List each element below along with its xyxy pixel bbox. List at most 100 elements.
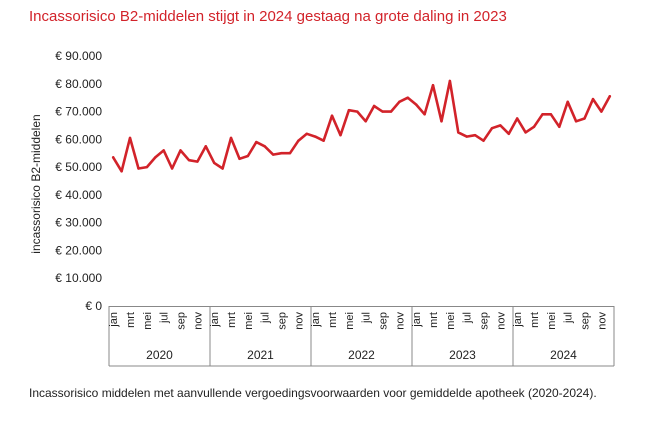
year-label: 2021 — [247, 348, 274, 362]
data-point — [389, 110, 393, 113]
data-point — [574, 120, 578, 123]
data-point — [558, 125, 561, 129]
data-point — [322, 139, 325, 142]
data-point — [440, 120, 443, 123]
data-point — [398, 100, 401, 104]
month-label: sep — [479, 312, 491, 330]
data-point — [246, 154, 250, 158]
chart-caption: Incassorisico middelen met aanvullende v… — [29, 386, 597, 400]
month-label: jul — [563, 312, 575, 324]
month-label: jul — [260, 312, 272, 324]
month-label: nov — [192, 312, 204, 330]
data-point — [516, 117, 519, 120]
y-tick-label: € 90.000 — [55, 49, 102, 63]
month-label: mei — [344, 312, 356, 330]
month-label: mrt — [327, 312, 339, 328]
data-point — [204, 145, 207, 148]
data-point — [170, 167, 174, 170]
month-label: mrt — [529, 312, 541, 328]
data-point — [137, 167, 140, 170]
month-label: jul — [361, 312, 373, 324]
month-label: nov — [495, 312, 507, 330]
month-label: jul — [159, 312, 171, 324]
data-point — [415, 103, 418, 106]
month-label: sep — [580, 312, 592, 330]
data-point — [263, 145, 266, 148]
data-point — [591, 97, 595, 101]
y-tick-label: € 80.000 — [55, 77, 102, 91]
month-label: nov — [293, 312, 305, 330]
data-point — [465, 135, 468, 138]
data-point — [297, 139, 300, 142]
month-label: mei — [243, 312, 255, 330]
data-point — [457, 131, 460, 134]
data-point — [482, 139, 485, 142]
data-point — [406, 96, 409, 99]
plot-area — [111, 79, 612, 173]
data-point — [187, 158, 191, 162]
data-point — [255, 140, 258, 144]
data-point — [448, 79, 452, 83]
y-tick-label: € 0 — [85, 299, 102, 313]
month-label: mei — [142, 312, 154, 330]
year-label: 2023 — [449, 348, 476, 362]
y-tick-label: € 60.000 — [55, 132, 102, 146]
data-point — [145, 165, 149, 169]
data-point — [541, 113, 544, 116]
month-label: mrt — [226, 312, 238, 328]
y-tick-label: € 10.000 — [55, 271, 102, 285]
data-point — [305, 132, 308, 135]
y-tick-label: € 30.000 — [55, 216, 102, 230]
data-point — [120, 170, 123, 173]
chart-title: Incassorisico B2-middelen stijgt in 2024… — [29, 8, 507, 25]
data-point — [112, 156, 115, 159]
data-point — [280, 152, 283, 155]
month-label: sep — [176, 312, 188, 330]
y-axis: € 0 € 10.000 € 20.000 € 30.000 € 40.000 € 50.… — [55, 49, 102, 313]
data-point — [473, 133, 477, 137]
data-point — [532, 125, 536, 129]
data-point — [229, 136, 233, 140]
month-label: mrt — [428, 312, 440, 328]
month-label: mei — [445, 312, 457, 330]
month-label: jan — [209, 312, 221, 328]
data-point — [499, 124, 502, 127]
data-point — [179, 149, 182, 152]
data-point — [566, 100, 569, 104]
data-point — [288, 152, 292, 155]
data-point — [330, 114, 334, 117]
series-line — [111, 79, 612, 173]
month-label: nov — [596, 312, 608, 330]
month-label: jan — [411, 312, 423, 328]
y-tick-label: € 40.000 — [55, 188, 102, 202]
data-point — [507, 132, 510, 135]
year-label: 2024 — [550, 348, 577, 362]
month-label: sep — [277, 312, 289, 330]
y-axis-label: incassorisico B2-middelen — [29, 114, 43, 253]
data-point — [423, 113, 426, 116]
month-label: jul — [462, 312, 474, 324]
month-label: sep — [378, 312, 390, 330]
month-label: nov — [394, 312, 406, 330]
y-tick-label: € 50.000 — [55, 160, 102, 174]
data-point — [608, 95, 611, 98]
data-point — [490, 127, 494, 130]
data-point — [238, 157, 241, 160]
data-point — [431, 83, 435, 87]
data-point — [213, 161, 216, 165]
data-point — [154, 156, 157, 159]
data-point — [271, 153, 275, 156]
data-point — [356, 110, 359, 113]
month-label: jan — [108, 312, 120, 328]
data-point — [524, 131, 527, 134]
data-point — [196, 160, 199, 163]
data-point — [314, 135, 317, 138]
y-tick-label: € 70.000 — [55, 105, 102, 119]
data-point — [339, 133, 342, 137]
month-label: jan — [310, 312, 322, 328]
data-point — [583, 117, 586, 120]
year-label: 2022 — [348, 348, 375, 362]
data-point — [364, 120, 367, 123]
